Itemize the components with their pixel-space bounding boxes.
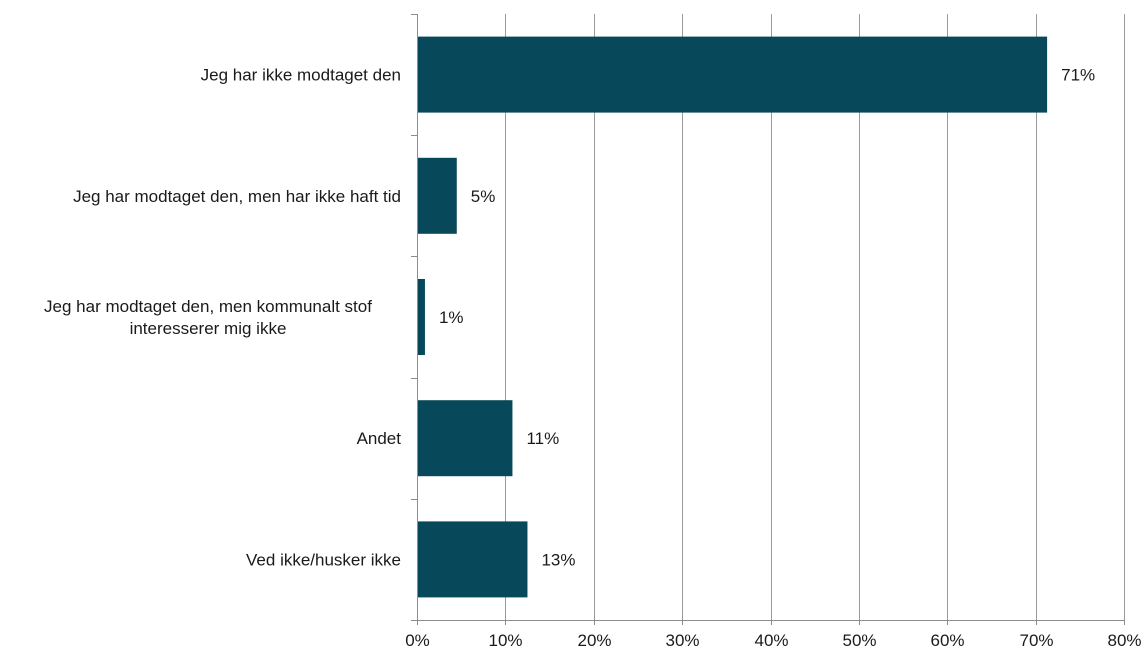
axes <box>411 14 1125 625</box>
category-label: interesserer mig ikke <box>130 319 287 338</box>
bars <box>418 36 1048 598</box>
category-label: Jeg har modtaget den, men har ikke haft … <box>73 187 401 206</box>
data-label: 13% <box>541 550 575 569</box>
data-label: 71% <box>1061 66 1095 85</box>
x-tick-label: 30% <box>665 631 699 650</box>
category-label: Jeg har ikke modtaget den <box>201 66 401 85</box>
x-tick-label: 40% <box>754 631 788 650</box>
bar <box>418 400 513 477</box>
bar <box>418 36 1048 113</box>
category-labels: Jeg har ikke modtaget den Jeg har modtage… <box>44 66 401 570</box>
gridlines <box>505 14 1125 620</box>
x-tick-label: 20% <box>577 631 611 650</box>
x-tick-label: 60% <box>930 631 964 650</box>
x-tick-labels: 0% 10% 20% 30% 40% 50% 60% 70% 80% <box>405 631 1141 650</box>
bar <box>418 521 528 598</box>
category-label: Ved ikke/husker ikke <box>246 550 401 569</box>
category-label: Jeg har modtaget den, men kommunalt stof <box>44 297 372 316</box>
x-tick-label: 70% <box>1019 631 1053 650</box>
data-label: 11% <box>526 429 559 448</box>
x-tick-label: 50% <box>842 631 876 650</box>
x-tick-label: 80% <box>1107 631 1141 650</box>
bar <box>418 279 425 355</box>
bar <box>418 157 457 234</box>
category-label: Andet <box>357 429 402 448</box>
data-labels: 71% 5% 1% 11% 13% <box>439 66 1095 570</box>
x-tick-label: 0% <box>405 631 430 650</box>
data-label: 1% <box>439 308 464 327</box>
data-label: 5% <box>471 187 496 206</box>
x-tick-label: 10% <box>488 631 522 650</box>
